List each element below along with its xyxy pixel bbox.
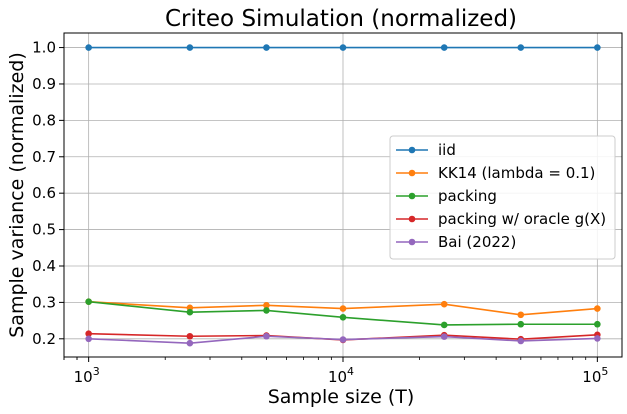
legend-marker [408, 192, 416, 200]
data-point [85, 335, 92, 343]
legend-label: iid [438, 141, 456, 159]
series-0 [85, 44, 601, 51]
legend-label: packing w/ oracle g(X) [438, 210, 606, 228]
data-point [594, 320, 601, 328]
data-point [440, 321, 448, 329]
data-point [263, 302, 270, 309]
data-point [594, 335, 601, 342]
data-point [339, 336, 347, 343]
data-point [85, 44, 92, 51]
series-layer [85, 44, 601, 347]
y-tick-label: 0.7 [32, 148, 56, 166]
legend-item: KK14 (lambda = 0.1) [396, 164, 595, 182]
legend: iid KK14 (lambda = 0.1) packing packing w/ … [389, 135, 616, 260]
data-point [186, 44, 194, 51]
y-axis-title: Sample variance (normalized) [6, 52, 28, 338]
data-point [339, 305, 347, 312]
data-point [263, 44, 270, 51]
x-tick-label: 103 [74, 365, 100, 386]
legend-item: Bai (2022) [396, 233, 516, 251]
data-point [517, 337, 525, 345]
legend-marker [408, 146, 416, 154]
data-point [440, 300, 448, 308]
x-axis: 103 104 105 [63, 357, 608, 386]
data-point [440, 333, 448, 340]
y-tick-label: 0.2 [32, 330, 56, 348]
x-tick-label: 105 [582, 365, 608, 386]
y-tick-label: 0.8 [32, 111, 56, 129]
data-point [339, 44, 347, 51]
data-point [186, 332, 194, 340]
legend-label: packing [438, 187, 497, 205]
legend-marker [408, 169, 416, 177]
data-point [594, 305, 601, 312]
data-point [186, 339, 194, 347]
data-point [263, 332, 270, 340]
y-tick-label: 0.4 [32, 257, 56, 275]
legend-label: Bai (2022) [438, 233, 516, 251]
data-point [517, 311, 525, 319]
data-point [517, 320, 525, 328]
data-point [85, 330, 92, 338]
data-point [594, 44, 601, 51]
y-tick-label: 0.5 [32, 221, 56, 239]
legend-marker [408, 238, 416, 246]
x-axis-title: Sample size (T) [268, 386, 415, 408]
y-tick-label: 0.9 [32, 75, 56, 93]
legend-label: KK14 (lambda = 0.1) [438, 164, 595, 182]
legend-box [389, 135, 616, 260]
y-tick-label: 0.6 [32, 184, 56, 202]
chart-title: Criteo Simulation (normalized) [165, 6, 517, 32]
data-point [263, 307, 270, 314]
y-tick-label: 1.0 [32, 39, 56, 57]
legend-item: iid [396, 141, 456, 159]
data-point [440, 44, 448, 51]
data-point [186, 308, 194, 316]
y-axis: 0.2 0.3 0.4 0.5 0.6 0.7 0.8 0.9 1.0 [32, 39, 64, 348]
y-tick-label: 0.3 [32, 293, 56, 311]
data-point [517, 44, 525, 51]
series-2 [85, 298, 601, 329]
legend-marker [408, 215, 416, 223]
legend-item: packing [396, 187, 497, 205]
series-4 [85, 332, 601, 347]
data-point [339, 314, 347, 321]
x-tick-label: 104 [328, 365, 354, 386]
data-point [85, 298, 92, 305]
legend-item: packing w/ oracle g(X) [396, 210, 606, 228]
